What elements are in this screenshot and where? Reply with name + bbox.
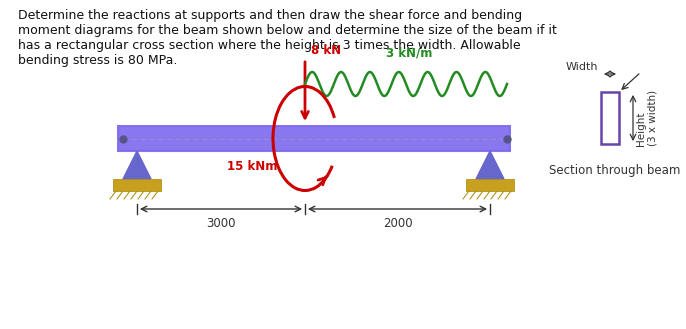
Text: 3 kN/m: 3 kN/m: [386, 47, 432, 60]
Text: 3000: 3000: [206, 217, 236, 230]
Bar: [601, 92, 619, 144]
Bar: [113, 179, 161, 191]
Text: 15 kNm: 15 kNm: [227, 161, 277, 173]
Text: 8 kN: 8 kN: [311, 44, 341, 57]
Text: Width: Width: [565, 62, 598, 72]
Polygon shape: [123, 151, 151, 179]
Bar: [466, 179, 514, 191]
Text: Determine the reactions at supports and then draw the shear force and bending
mo: Determine the reactions at supports and …: [18, 9, 557, 67]
Bar: [118, 126, 510, 151]
Text: Height
(3 x width): Height (3 x width): [636, 90, 658, 146]
Polygon shape: [476, 151, 504, 179]
Text: Section through beam: Section through beam: [549, 164, 681, 177]
Text: 2000: 2000: [383, 217, 412, 230]
